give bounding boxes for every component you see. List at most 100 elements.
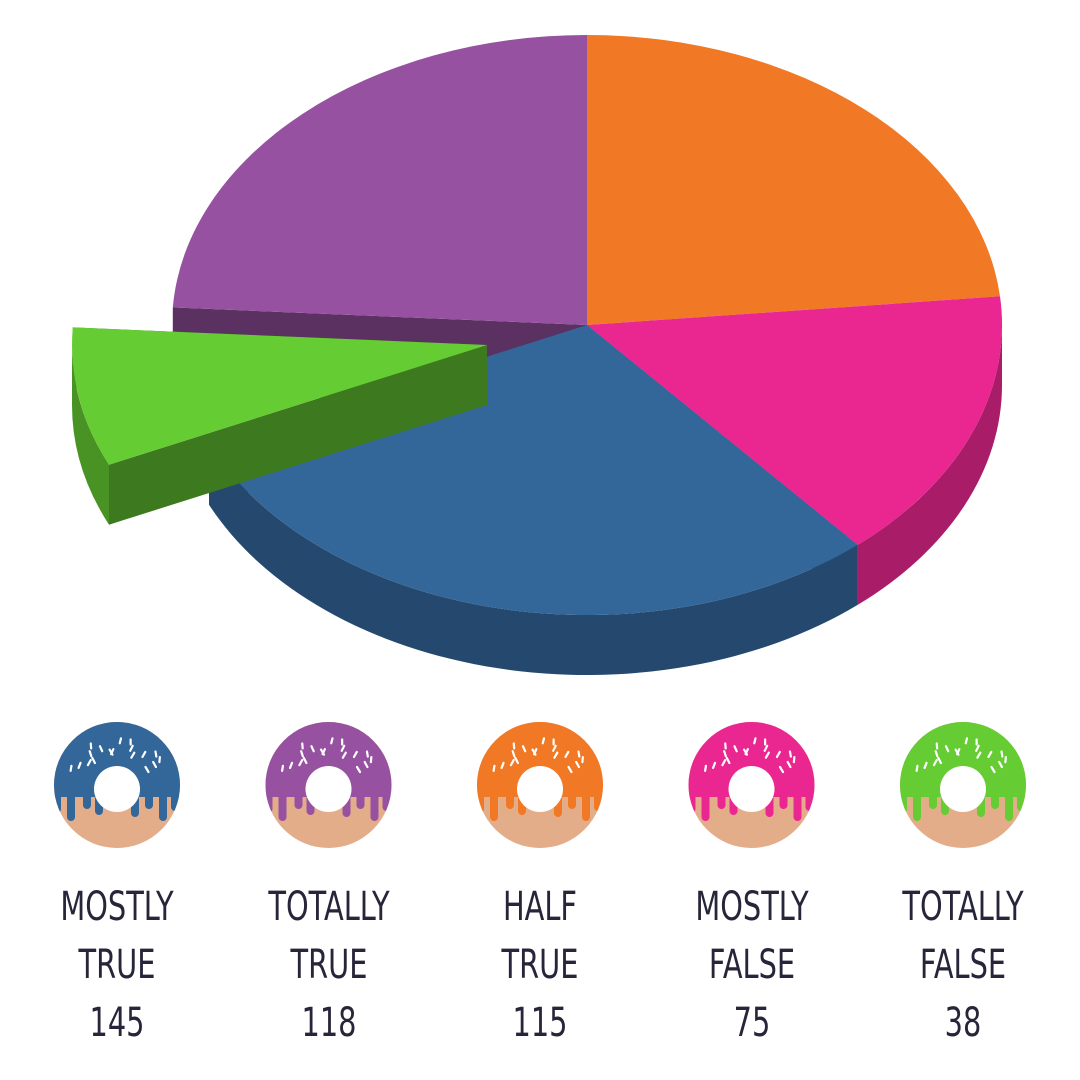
- legend-value: 115: [512, 1000, 568, 1046]
- sprinkle: [509, 759, 515, 767]
- sprinkle: [129, 744, 134, 752]
- sprinkle: [733, 745, 738, 753]
- slice-side: [209, 444, 858, 676]
- glaze-drip: [370, 791, 379, 821]
- sprinkle: [976, 751, 982, 759]
- glaze-drip: [171, 791, 179, 811]
- glaze-drip: [83, 791, 91, 809]
- glaze-drip: [701, 791, 710, 821]
- legend-item: TOTALLY FALSE 38: [898, 878, 1028, 1052]
- sprinkle: [987, 750, 993, 759]
- sprinkle: [152, 760, 158, 769]
- sprinkle: [778, 765, 785, 774]
- legend-item: MOSTLY TRUE 145: [52, 878, 182, 1052]
- sprinkle: [298, 759, 304, 767]
- slice-side: [857, 325, 1002, 605]
- slice: [587, 35, 1000, 325]
- glaze-drip: [477, 791, 484, 813]
- sprinkle: [575, 760, 581, 769]
- sprinkle: [567, 765, 573, 774]
- sprinkle: [281, 764, 285, 772]
- sprinkle: [511, 750, 516, 758]
- sprinkle: [944, 745, 950, 753]
- sprinkle: [725, 756, 731, 765]
- sprinkle: [763, 744, 769, 752]
- glaze-drip: [278, 791, 287, 821]
- donut-hole: [728, 766, 775, 812]
- legend-label: TOTALLY TRUE: [267, 884, 390, 988]
- sprinkle: [154, 750, 158, 758]
- glaze-drip: [991, 791, 999, 809]
- sprinkle: [144, 765, 150, 774]
- sprinkle: [118, 737, 123, 745]
- sprinkle: [330, 737, 334, 745]
- legend-label: TOTALLY FALSE: [902, 884, 1024, 988]
- sprinkle: [915, 764, 919, 772]
- sprinkle: [552, 744, 557, 752]
- legend-label: MOSTLY FALSE: [694, 884, 809, 988]
- sprinkle: [310, 745, 315, 753]
- slice: [172, 35, 588, 325]
- sprinkle: [141, 750, 147, 759]
- sprinkle: [541, 737, 546, 745]
- glaze-drip: [913, 791, 921, 821]
- donut-hole: [940, 766, 986, 812]
- legend-value: 38: [944, 1000, 982, 1046]
- glaze-drip: [929, 791, 937, 809]
- donut-hole: [94, 766, 140, 812]
- sprinkle: [937, 756, 942, 765]
- sprinkle: [98, 745, 104, 753]
- sprinkle: [300, 750, 304, 758]
- sprinkle: [744, 748, 749, 756]
- legend-label: MOSTLY TRUE: [60, 884, 174, 988]
- legend-value: 145: [89, 1000, 145, 1046]
- sprinkle: [365, 750, 369, 758]
- sprinkle: [77, 761, 82, 770]
- sprinkle: [964, 737, 969, 745]
- sprinkle: [88, 750, 93, 758]
- donut-icon: [477, 722, 603, 848]
- glaze-drip: [54, 791, 61, 813]
- glaze-drip: [67, 791, 75, 821]
- legend-value: 75: [733, 1000, 770, 1046]
- legend-item: HALF TRUE 115: [475, 878, 605, 1052]
- sprinkle: [69, 764, 73, 772]
- glaze-drip: [490, 791, 498, 821]
- donut-icon: [54, 722, 180, 848]
- legend-value: 118: [301, 1000, 356, 1046]
- donut-hole: [517, 766, 563, 812]
- sprinkle: [340, 744, 346, 752]
- glaze-drip: [356, 791, 365, 809]
- sprinkle: [288, 761, 294, 770]
- sprinkle: [521, 745, 527, 753]
- sprinkle: [109, 748, 115, 756]
- sprinkle: [753, 737, 757, 745]
- glaze-drip: [294, 791, 303, 809]
- donut-hole: [305, 766, 352, 812]
- sprinkle: [932, 759, 938, 767]
- legend-item: MOSTLY FALSE 75: [687, 878, 817, 1052]
- sprinkle: [500, 761, 505, 770]
- glaze-drip: [793, 791, 802, 821]
- legend-item: TOTALLY TRUE 118: [264, 878, 394, 1052]
- glaze-drip: [717, 791, 726, 809]
- legend-label: HALF TRUE: [501, 884, 579, 988]
- glaze-drip: [805, 791, 814, 811]
- sprinkle: [514, 756, 519, 765]
- sprinkle: [721, 759, 727, 767]
- glaze-drip: [382, 791, 391, 811]
- sprinkle: [321, 748, 326, 756]
- sprinkle: [532, 748, 538, 756]
- glaze-drip: [594, 791, 602, 811]
- glaze-drip: [1005, 791, 1013, 821]
- slice: [72, 327, 487, 465]
- slice: [587, 296, 1003, 545]
- sprinkle: [998, 760, 1004, 769]
- glaze-drip: [688, 791, 696, 813]
- sprinkle: [564, 750, 570, 759]
- sprinkle: [934, 750, 939, 758]
- sprinkle: [764, 751, 770, 759]
- donut-icon: [688, 722, 815, 848]
